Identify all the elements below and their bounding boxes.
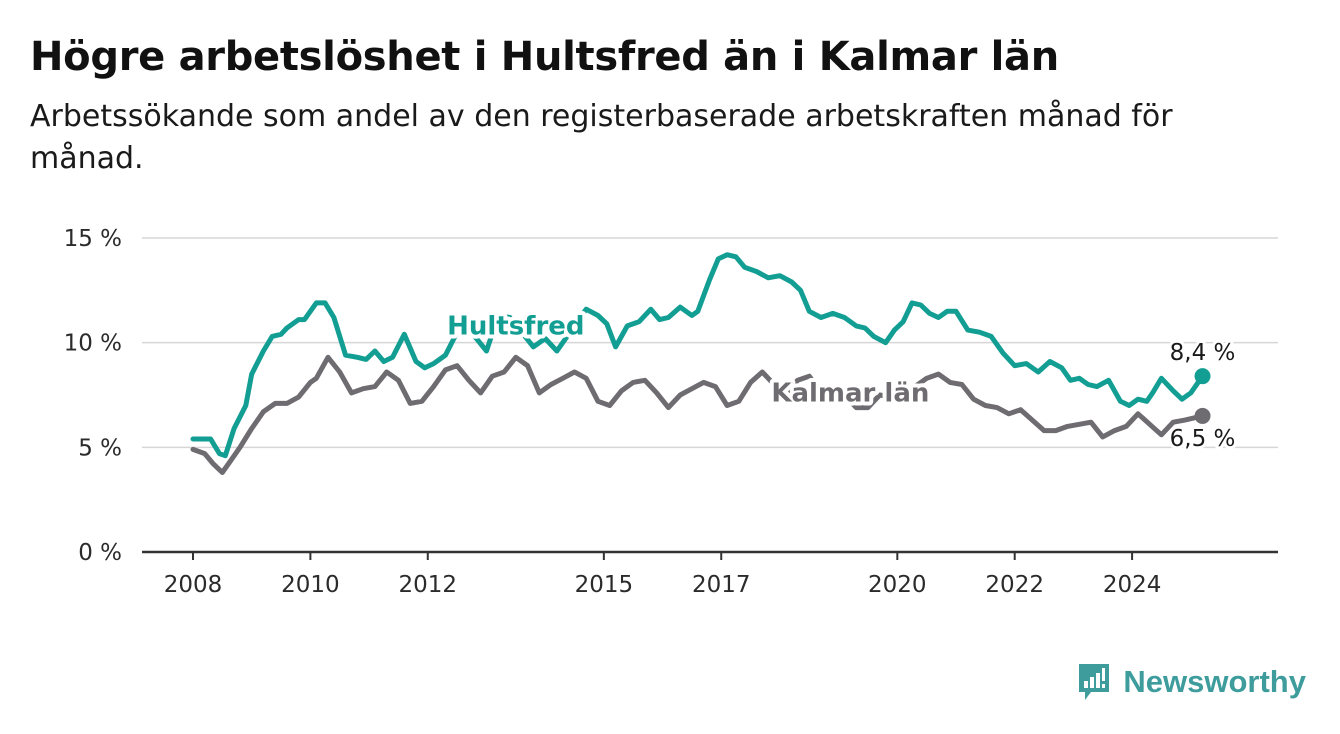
series-lines	[190, 252, 1205, 475]
gridlines	[142, 237, 1278, 449]
series-labels: Hultsfred Kalmar län	[443, 307, 933, 412]
y-tick-label: 15 %	[64, 226, 122, 252]
end-value-label: 6,5 %	[1170, 426, 1236, 452]
end-markers: 8,4 % 6,5 %	[1167, 337, 1239, 455]
y-tick-label: 5 %	[78, 435, 122, 461]
end-value-label: 8,4 %	[1170, 340, 1236, 366]
x-tick-label: 2012	[398, 572, 457, 598]
x-tick-label: 2010	[281, 572, 340, 598]
x-tick-label: 2008	[164, 572, 223, 598]
x-tick-label: 2022	[985, 572, 1044, 598]
series-line-kalmar-ln	[190, 354, 1205, 475]
x-axis: 2008 2010 2012 2015 2017 2020 2022 2024	[142, 550, 1278, 598]
x-tick-label: 2015	[575, 572, 634, 598]
newsworthy-logo-icon	[1079, 664, 1110, 700]
x-tick-label: 2017	[692, 572, 751, 598]
y-axis-tick-labels: 0 % 5 % 10 % 15 %	[64, 226, 122, 566]
y-tick-label: 0 %	[78, 540, 122, 566]
x-tick-label: 2020	[868, 572, 927, 598]
series-label: Hultsfred	[447, 311, 584, 341]
newsworthy-brand[interactable]: Newsworthy	[1077, 662, 1306, 702]
end-marker	[1194, 407, 1211, 424]
series-line-hultsfred	[190, 252, 1205, 459]
chart-title: Högre arbetslöshet i Hultsfred än i Kalm…	[30, 34, 1059, 80]
chart-subtitle: Arbetssökande som andel av den registerb…	[30, 99, 1173, 176]
brand-name: Newsworthy	[1123, 664, 1306, 699]
series-label: Kalmar län	[771, 378, 929, 408]
end-marker	[1194, 368, 1211, 385]
y-tick-label: 10 %	[64, 331, 122, 357]
x-tick-label: 2024	[1103, 572, 1162, 598]
